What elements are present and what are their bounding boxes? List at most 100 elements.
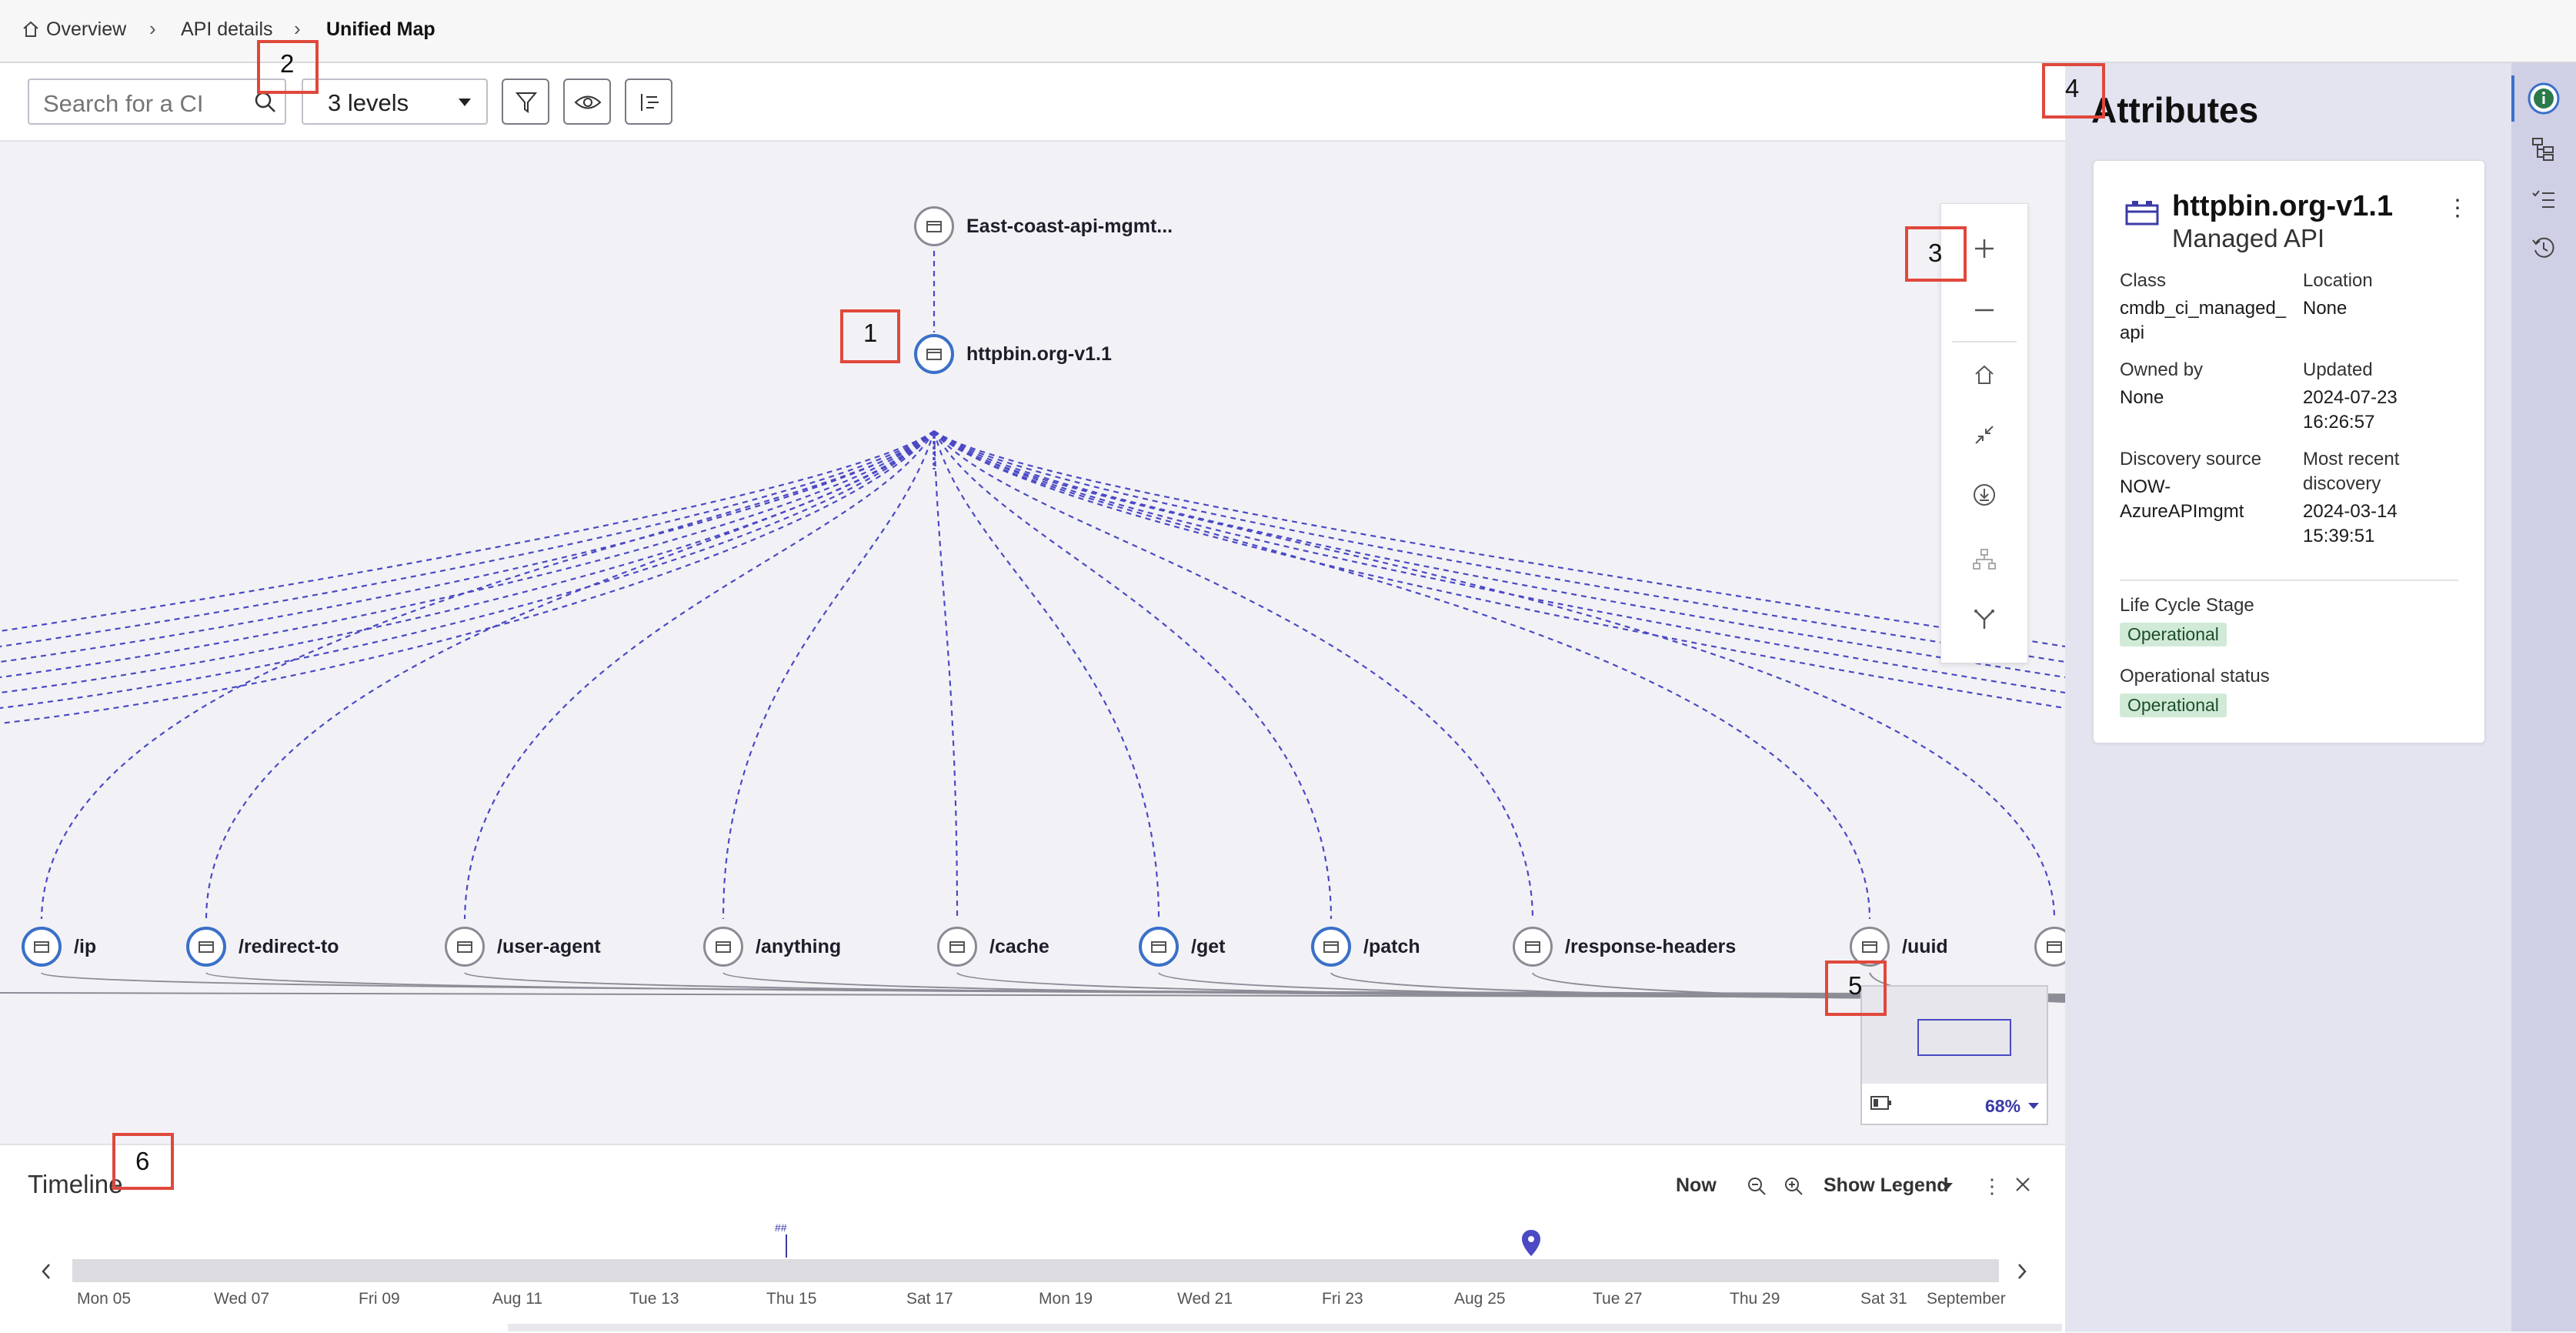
timeline-date: Sat 17 — [906, 1290, 953, 1308]
eye-icon — [574, 92, 602, 116]
merge-button[interactable] — [1963, 598, 2006, 641]
download-button[interactable] — [1963, 473, 2006, 516]
chevron-right-icon[interactable] — [2016, 1262, 2028, 1285]
annotation-number: 1 — [863, 319, 878, 347]
timeline-date: Aug 25 — [1454, 1290, 1506, 1308]
node-label: httpbin.org-v1.1 — [966, 343, 1112, 365]
map-canvas[interactable]: East-coast-api-mgmt... httpbin.org-v1.1 … — [0, 142, 2065, 1142]
node-label: /anything — [756, 936, 842, 957]
more-options-icon[interactable]: ⋮ — [2446, 195, 2469, 221]
now-button[interactable]: Now — [1676, 1174, 1717, 1196]
endpoint-node-icon — [703, 927, 743, 967]
home-icon — [1975, 365, 1994, 384]
breadcrumb-current: Unified Map — [326, 18, 435, 40]
hierarchy-tab[interactable] — [2524, 129, 2564, 169]
ci-type: Managed API — [2172, 224, 2325, 252]
filter-button[interactable] — [502, 79, 549, 125]
info-tab[interactable] — [2524, 79, 2564, 119]
endpoint-node-icon — [445, 927, 485, 967]
discovery-source-value-1: NOW- — [2120, 476, 2171, 497]
annotation-box-6 — [112, 1133, 174, 1190]
endpoint-node-icon — [1850, 927, 1890, 967]
annotation-number: 4 — [2065, 74, 2080, 102]
caret-down-icon — [457, 97, 472, 112]
minimap[interactable]: 68% — [1860, 985, 2048, 1125]
timeline-axis: Mon 05 Wed 07 Fri 09 Aug 11 Tue 13 Thu 1… — [0, 1290, 2065, 1321]
collapse-icon — [1975, 426, 1994, 444]
timeline-date: Wed 07 — [214, 1290, 269, 1308]
checklist-icon — [2532, 190, 2554, 208]
history-tab[interactable] — [2524, 228, 2564, 268]
node-label: /get — [1191, 936, 1226, 957]
battery-icon[interactable] — [1870, 1094, 1893, 1115]
timeline-title: Timeline — [28, 1170, 123, 1198]
node-label: /patch — [1363, 936, 1420, 957]
timeline-date: Thu 15 — [766, 1290, 817, 1308]
location-pin-icon[interactable] — [1520, 1228, 1542, 1263]
breadcrumb-api-details[interactable]: API details — [181, 18, 273, 40]
lifecycle-label: Life Cycle Stage — [2120, 595, 2254, 616]
horizontal-scrollbar[interactable] — [508, 1324, 2062, 1331]
annotation-box-3 — [1905, 226, 1967, 282]
zoom-out-button[interactable] — [1963, 289, 2006, 332]
owned-by-label: Owned by — [2120, 359, 2204, 380]
updated-value-1: 2024-07-23 — [2303, 387, 2397, 408]
home-view-button[interactable] — [1963, 353, 2006, 396]
merge-icon — [1974, 610, 1994, 629]
home-icon[interactable] — [22, 20, 40, 42]
list-tab[interactable] — [2524, 180, 2564, 220]
timeline-date: Fri 23 — [1322, 1290, 1363, 1308]
node-label: /redirect-to — [239, 936, 339, 957]
event-marker-icon[interactable]: ## — [772, 1219, 800, 1263]
timeline-date: Wed 21 — [1177, 1290, 1233, 1308]
endpoint-node-icon — [1513, 927, 1553, 967]
zoom-in-button[interactable] — [1963, 227, 2006, 270]
search-icon[interactable] — [254, 91, 277, 118]
operational-status-badge: Operational — [2120, 693, 2227, 717]
caret-down-icon[interactable] — [2027, 1101, 2040, 1114]
visibility-button[interactable] — [563, 79, 611, 125]
node-label: /user-agent — [497, 936, 601, 957]
divider — [1952, 341, 2017, 342]
caret-down-icon[interactable] — [1940, 1181, 1954, 1194]
search-input[interactable] — [28, 79, 286, 125]
api-node-icon — [914, 206, 954, 246]
minimap-preview[interactable] — [1862, 987, 2047, 1084]
endpoint-node-icon — [2034, 927, 2065, 967]
hierarchy-icon — [1973, 549, 1996, 570]
show-legend-button[interactable]: Show Legend — [1824, 1174, 1949, 1196]
info-icon — [2528, 82, 2560, 115]
location-label: Location — [2303, 270, 2373, 291]
annotation-box-5 — [1825, 960, 1887, 1016]
timeline-date: Tue 13 — [629, 1290, 679, 1308]
chevron-right-icon: › — [149, 17, 156, 40]
breadcrumb-overview[interactable]: Overview — [46, 18, 127, 40]
side-rail — [2511, 63, 2576, 1331]
timeline-track[interactable] — [72, 1259, 1999, 1282]
levels-dropdown[interactable]: 3 levels — [302, 79, 488, 125]
location-value: None — [2303, 298, 2347, 319]
chevron-left-icon[interactable] — [40, 1262, 52, 1285]
zoom-level[interactable]: 68% — [1985, 1096, 2021, 1116]
updated-value-2: 16:26:57 — [2303, 412, 2375, 433]
timeline-date: Aug 11 — [492, 1290, 542, 1308]
zoom-out-icon[interactable] — [1747, 1176, 1767, 1200]
minimap-viewport[interactable] — [1917, 1019, 2011, 1056]
collapse-button[interactable] — [1963, 413, 2006, 456]
more-options-icon[interactable]: ⋮ — [1982, 1174, 2002, 1198]
timeline-date: Thu 29 — [1730, 1290, 1780, 1308]
search-field[interactable] — [42, 89, 245, 119]
zoom-in-icon[interactable] — [1784, 1176, 1804, 1200]
endpoint-node-icon — [1311, 927, 1351, 967]
recent-discovery-value-2: 15:39:51 — [2303, 526, 2375, 546]
layout-button[interactable] — [625, 79, 672, 125]
hierarchy-button[interactable] — [1963, 538, 2006, 581]
annotation-box-1 — [840, 309, 900, 363]
api-node-icon — [914, 334, 954, 374]
node-label: /response-headers — [1565, 936, 1737, 957]
annotation-number: 6 — [135, 1147, 150, 1175]
history-icon — [2532, 237, 2554, 258]
close-icon[interactable] — [2014, 1176, 2031, 1197]
plus-icon — [1975, 239, 1994, 258]
discovery-source-value-2: AzureAPImgmt — [2120, 501, 2244, 522]
